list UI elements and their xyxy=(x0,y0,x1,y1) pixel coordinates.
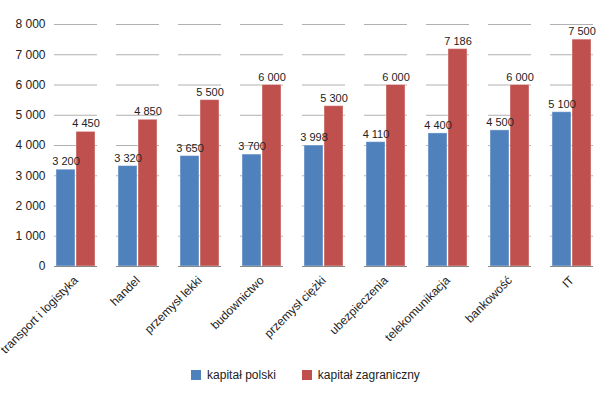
svg-text:6 000: 6 000 xyxy=(506,71,534,83)
svg-text:4 000: 4 000 xyxy=(15,138,45,152)
svg-text:7 500: 7 500 xyxy=(568,25,596,37)
svg-text:6 000: 6 000 xyxy=(15,78,45,92)
svg-text:3 700: 3 700 xyxy=(238,140,266,152)
svg-text:3 320: 3 320 xyxy=(114,152,142,164)
svg-text:4 450: 4 450 xyxy=(72,117,100,129)
html-text:kapitał polski: kapitał polski xyxy=(207,368,276,382)
svg-text:6 000: 6 000 xyxy=(382,71,410,83)
svg-text:4 400: 4 400 xyxy=(424,119,452,131)
svg-text:7 186: 7 186 xyxy=(444,35,472,47)
svg-text:IT: IT xyxy=(559,273,577,291)
svg-text:6 000: 6 000 xyxy=(258,71,286,83)
svg-text:4 500: 4 500 xyxy=(486,116,514,128)
html-text:kapitał zagraniczny: kapitał zagraniczny xyxy=(317,368,420,382)
svg-text:4 850: 4 850 xyxy=(134,105,162,117)
svg-text:4 110: 4 110 xyxy=(363,128,390,140)
svg-text:2 000: 2 000 xyxy=(15,199,45,213)
svg-text:7 000: 7 000 xyxy=(15,48,45,62)
svg-text:1 000: 1 000 xyxy=(15,229,45,243)
svg-text:5 500: 5 500 xyxy=(196,86,224,98)
svg-text:budownictwo: budownictwo xyxy=(208,273,267,332)
svg-text:5 000: 5 000 xyxy=(15,108,45,122)
svg-text:3 650: 3 650 xyxy=(176,142,204,154)
svg-text:transport i logistyka: transport i logistyka xyxy=(0,273,81,356)
svg-text:5 300: 5 300 xyxy=(320,92,348,104)
svg-text:5 100: 5 100 xyxy=(548,98,576,110)
svg-text:przemysł ciężki: przemysł ciężki xyxy=(261,273,328,340)
svg-text:0: 0 xyxy=(39,259,46,273)
svg-text:bankowość: bankowość xyxy=(462,273,514,325)
svg-text:handel: handel xyxy=(107,273,142,308)
svg-text:telekomunikacja: telekomunikacja xyxy=(382,273,453,344)
svg-text:ubezpieczenia: ubezpieczenia xyxy=(327,273,391,337)
svg-text:3 000: 3 000 xyxy=(15,169,45,183)
svg-text:przemysł lekki: przemysł lekki xyxy=(142,273,205,336)
svg-text:8 000: 8 000 xyxy=(15,17,45,31)
svg-text:3 200: 3 200 xyxy=(52,155,80,167)
svg-text:3 998: 3 998 xyxy=(300,131,328,143)
